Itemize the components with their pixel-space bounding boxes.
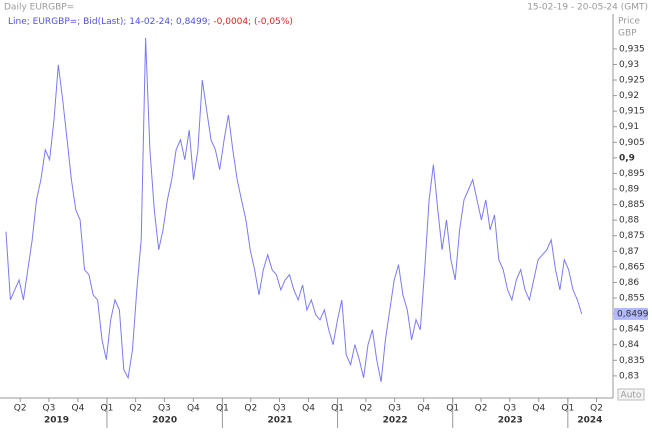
quarter-label: Q4 (417, 404, 430, 414)
y-tick-label: 0,845 (619, 325, 645, 335)
quarter-label: Q3 (158, 404, 171, 414)
y-tick-label: 0,9 (619, 153, 635, 163)
y-tick-label: 0,89 (619, 185, 639, 195)
quarter-label: Q4 (72, 404, 85, 414)
quarter-label: Q1 (331, 404, 344, 414)
year-label: 2022 (383, 416, 408, 426)
y-tick-label: 0,935 (619, 44, 645, 54)
y-tick-label: 0,92 (619, 91, 639, 101)
year-label: 2023 (498, 416, 523, 426)
quarter-label: Q2 (244, 404, 257, 414)
price-line (5, 37, 583, 382)
legend-text: Line; EURGBP=; Bid(Last); 14-02-24; 0,84… (8, 17, 211, 27)
y-tick-label: 0,93 (619, 60, 639, 70)
year-label: 2024 (577, 416, 602, 426)
y-tick-label: 0,865 (619, 262, 645, 272)
current-price-box (614, 307, 648, 320)
y-tick-label: 0,91 (619, 122, 639, 132)
quarter-label: Q1 (446, 404, 459, 414)
quarter-label: Q3 (273, 404, 286, 414)
date-range: 15-02-19 - 20-05-24 (GMT) (527, 3, 648, 13)
auto-button-label[interactable]: Auto (621, 391, 642, 401)
quarter-label: Q2 (590, 404, 603, 414)
current-price-label: 0,8499 (617, 309, 649, 319)
year-label: 2020 (152, 416, 177, 426)
quarter-label: Q4 (302, 404, 315, 414)
quarter-label: Q3 (42, 404, 55, 414)
y-axis-label: Price (618, 17, 640, 27)
y-tick-label: 0,84 (619, 340, 639, 350)
y-tick-label: 0,83 (619, 371, 639, 381)
y-tick-label: 0,885 (619, 200, 645, 210)
quarter-label: Q2 (129, 404, 142, 414)
y-tick-label: 0,86 (619, 278, 639, 288)
y-axis-label: GBP (618, 29, 637, 39)
y-tick-label: 0,905 (619, 138, 645, 148)
quarter-label: Q4 (187, 404, 200, 414)
quarter-label: Q2 (475, 404, 488, 414)
quarter-label: Q3 (503, 404, 516, 414)
y-tick-label: 0,87 (619, 247, 639, 257)
quarter-label: Q2 (14, 404, 27, 414)
y-tick-label: 0,915 (619, 107, 645, 117)
y-tick-label: 0,855 (619, 294, 645, 304)
y-tick-label: 0,88 (619, 216, 639, 226)
quarter-label: Q3 (388, 404, 401, 414)
y-tick-label: 0,895 (619, 169, 645, 179)
quarter-label: Q4 (532, 404, 545, 414)
legend-change: -0,0004; (-0,05%) (213, 17, 293, 27)
quarter-label: Q1 (101, 404, 114, 414)
legend: Line; EURGBP=; Bid(Last); 14-02-24; 0,84… (8, 17, 293, 27)
y-tick-label: 0,875 (619, 231, 645, 241)
quarter-label: Q2 (360, 404, 373, 414)
chart-title: Daily EURGBP= (4, 3, 74, 13)
year-label: 2021 (267, 416, 292, 426)
y-tick-label: 0,925 (619, 76, 645, 86)
y-tick-label: 0,835 (619, 356, 645, 366)
quarter-label: Q1 (216, 404, 229, 414)
auto-button[interactable] (617, 388, 645, 401)
year-label: 2019 (44, 416, 69, 426)
quarter-label: Q1 (561, 404, 574, 414)
